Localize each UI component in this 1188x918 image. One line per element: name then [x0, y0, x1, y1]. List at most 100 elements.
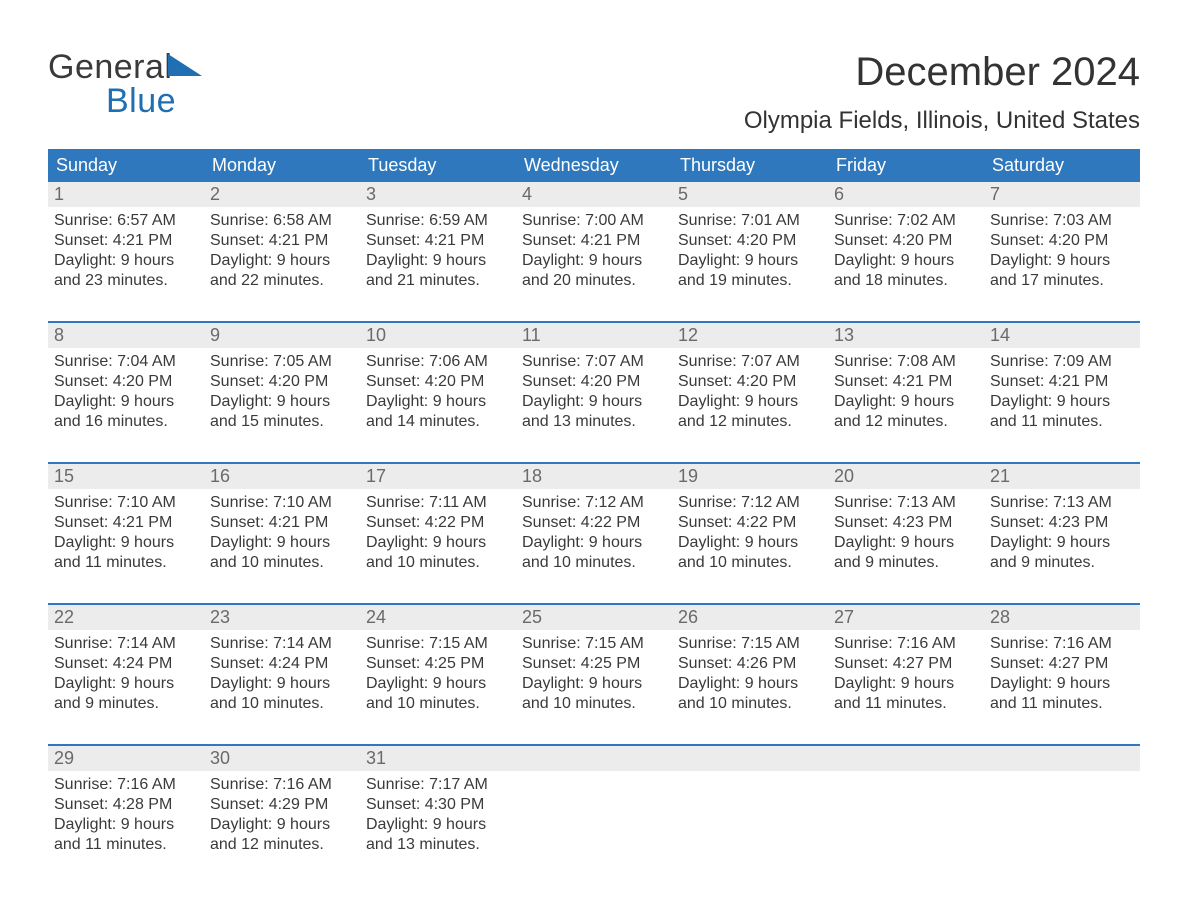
sunrise-text: Sunrise: 7:10 AM	[210, 493, 354, 513]
sunset-text: Sunset: 4:23 PM	[834, 513, 978, 533]
daylight-text: Daylight: 9 hours and 9 minutes.	[990, 533, 1134, 573]
day-number: 12	[672, 323, 828, 348]
dow-cell: Wednesday	[516, 149, 672, 182]
sunrise-text: Sunrise: 7:07 AM	[678, 352, 822, 372]
header: General Blue December 2024 Olympia Field…	[48, 50, 1140, 135]
daylight-text: Daylight: 9 hours and 10 minutes.	[210, 533, 354, 573]
day-number: 19	[672, 464, 828, 489]
sunset-text: Sunset: 4:21 PM	[990, 372, 1134, 392]
sunrise-text: Sunrise: 7:10 AM	[54, 493, 198, 513]
day-number: 29	[48, 746, 204, 771]
sunset-text: Sunset: 4:24 PM	[210, 654, 354, 674]
sunrise-text: Sunrise: 7:16 AM	[990, 634, 1134, 654]
daylight-text: Daylight: 9 hours and 18 minutes.	[834, 251, 978, 291]
day-number: 1	[48, 182, 204, 207]
daylight-text: Daylight: 9 hours and 10 minutes.	[366, 533, 510, 573]
daylight-text: Daylight: 9 hours and 11 minutes.	[990, 674, 1134, 714]
day-body: Sunrise: 7:01 AMSunset: 4:20 PMDaylight:…	[672, 207, 828, 303]
dow-cell: Saturday	[984, 149, 1140, 182]
day-number: 13	[828, 323, 984, 348]
sunrise-text: Sunrise: 7:15 AM	[366, 634, 510, 654]
sunrise-text: Sunrise: 7:05 AM	[210, 352, 354, 372]
sunrise-text: Sunrise: 7:12 AM	[522, 493, 666, 513]
dow-cell: Tuesday	[360, 149, 516, 182]
day-body: Sunrise: 7:12 AMSunset: 4:22 PMDaylight:…	[516, 489, 672, 585]
day-number: 17	[360, 464, 516, 489]
sunset-text: Sunset: 4:20 PM	[210, 372, 354, 392]
day-body: Sunrise: 7:12 AMSunset: 4:22 PMDaylight:…	[672, 489, 828, 585]
sunrise-text: Sunrise: 7:06 AM	[366, 352, 510, 372]
day-body: Sunrise: 7:07 AMSunset: 4:20 PMDaylight:…	[516, 348, 672, 444]
day-number: 3	[360, 182, 516, 207]
daylight-text: Daylight: 9 hours and 20 minutes.	[522, 251, 666, 291]
sunset-text: Sunset: 4:27 PM	[834, 654, 978, 674]
calendar-week: 293031Sunrise: 7:16 AMSunset: 4:28 PMDay…	[48, 744, 1140, 867]
sunrise-text: Sunrise: 6:59 AM	[366, 211, 510, 231]
sunset-text: Sunset: 4:23 PM	[990, 513, 1134, 533]
sunset-text: Sunset: 4:21 PM	[366, 231, 510, 251]
sunrise-text: Sunrise: 7:03 AM	[990, 211, 1134, 231]
dow-cell: Thursday	[672, 149, 828, 182]
day-number: 24	[360, 605, 516, 630]
sunset-text: Sunset: 4:20 PM	[990, 231, 1134, 251]
month-title: December 2024	[744, 50, 1140, 95]
daylight-text: Daylight: 9 hours and 11 minutes.	[990, 392, 1134, 432]
sunset-text: Sunset: 4:21 PM	[834, 372, 978, 392]
sunrise-text: Sunrise: 7:02 AM	[834, 211, 978, 231]
sunset-text: Sunset: 4:22 PM	[678, 513, 822, 533]
dow-header-row: Sunday Monday Tuesday Wednesday Thursday…	[48, 149, 1140, 182]
day-body: Sunrise: 7:15 AMSunset: 4:26 PMDaylight:…	[672, 630, 828, 726]
day-number: 18	[516, 464, 672, 489]
sunrise-text: Sunrise: 7:09 AM	[990, 352, 1134, 372]
daylight-text: Daylight: 9 hours and 10 minutes.	[678, 533, 822, 573]
sunset-text: Sunset: 4:30 PM	[366, 795, 510, 815]
day-body: Sunrise: 7:16 AMSunset: 4:29 PMDaylight:…	[204, 771, 360, 867]
calendar-week: 891011121314Sunrise: 7:04 AMSunset: 4:20…	[48, 321, 1140, 444]
location-subtitle: Olympia Fields, Illinois, United States	[744, 107, 1140, 135]
brand-logo: General Blue	[48, 50, 176, 118]
daylight-text: Daylight: 9 hours and 9 minutes.	[834, 533, 978, 573]
day-number: 7	[984, 182, 1140, 207]
day-number: 31	[360, 746, 516, 771]
day-body: Sunrise: 7:08 AMSunset: 4:21 PMDaylight:…	[828, 348, 984, 444]
daylight-text: Daylight: 9 hours and 11 minutes.	[54, 815, 198, 855]
day-body: Sunrise: 6:59 AMSunset: 4:21 PMDaylight:…	[360, 207, 516, 303]
daylight-text: Daylight: 9 hours and 12 minutes.	[678, 392, 822, 432]
sunset-text: Sunset: 4:28 PM	[54, 795, 198, 815]
sunset-text: Sunset: 4:20 PM	[678, 231, 822, 251]
day-body: Sunrise: 7:13 AMSunset: 4:23 PMDaylight:…	[984, 489, 1140, 585]
sunset-text: Sunset: 4:26 PM	[678, 654, 822, 674]
day-number	[672, 746, 828, 771]
day-body: Sunrise: 7:02 AMSunset: 4:20 PMDaylight:…	[828, 207, 984, 303]
day-body: Sunrise: 7:11 AMSunset: 4:22 PMDaylight:…	[360, 489, 516, 585]
day-number: 26	[672, 605, 828, 630]
dow-cell: Monday	[204, 149, 360, 182]
day-number: 25	[516, 605, 672, 630]
day-number	[984, 746, 1140, 771]
sunrise-text: Sunrise: 7:14 AM	[54, 634, 198, 654]
day-body: Sunrise: 7:14 AMSunset: 4:24 PMDaylight:…	[48, 630, 204, 726]
daylight-text: Daylight: 9 hours and 11 minutes.	[834, 674, 978, 714]
daylight-text: Daylight: 9 hours and 10 minutes.	[366, 674, 510, 714]
sunrise-text: Sunrise: 7:04 AM	[54, 352, 198, 372]
day-number: 10	[360, 323, 516, 348]
brand-top: General	[48, 50, 176, 84]
daylight-text: Daylight: 9 hours and 10 minutes.	[522, 533, 666, 573]
daylight-text: Daylight: 9 hours and 15 minutes.	[210, 392, 354, 432]
dow-cell: Friday	[828, 149, 984, 182]
day-number: 9	[204, 323, 360, 348]
calendar-grid: Sunday Monday Tuesday Wednesday Thursday…	[48, 149, 1140, 867]
day-body: Sunrise: 7:06 AMSunset: 4:20 PMDaylight:…	[360, 348, 516, 444]
sunrise-text: Sunrise: 7:13 AM	[990, 493, 1134, 513]
daylight-text: Daylight: 9 hours and 16 minutes.	[54, 392, 198, 432]
day-body: Sunrise: 7:16 AMSunset: 4:27 PMDaylight:…	[984, 630, 1140, 726]
day-body	[516, 771, 672, 867]
day-body: Sunrise: 7:07 AMSunset: 4:20 PMDaylight:…	[672, 348, 828, 444]
sunrise-text: Sunrise: 7:14 AM	[210, 634, 354, 654]
title-block: December 2024 Olympia Fields, Illinois, …	[744, 50, 1140, 135]
sunset-text: Sunset: 4:21 PM	[54, 513, 198, 533]
sunset-text: Sunset: 4:21 PM	[210, 513, 354, 533]
daylight-text: Daylight: 9 hours and 9 minutes.	[54, 674, 198, 714]
day-number: 20	[828, 464, 984, 489]
day-body: Sunrise: 7:00 AMSunset: 4:21 PMDaylight:…	[516, 207, 672, 303]
